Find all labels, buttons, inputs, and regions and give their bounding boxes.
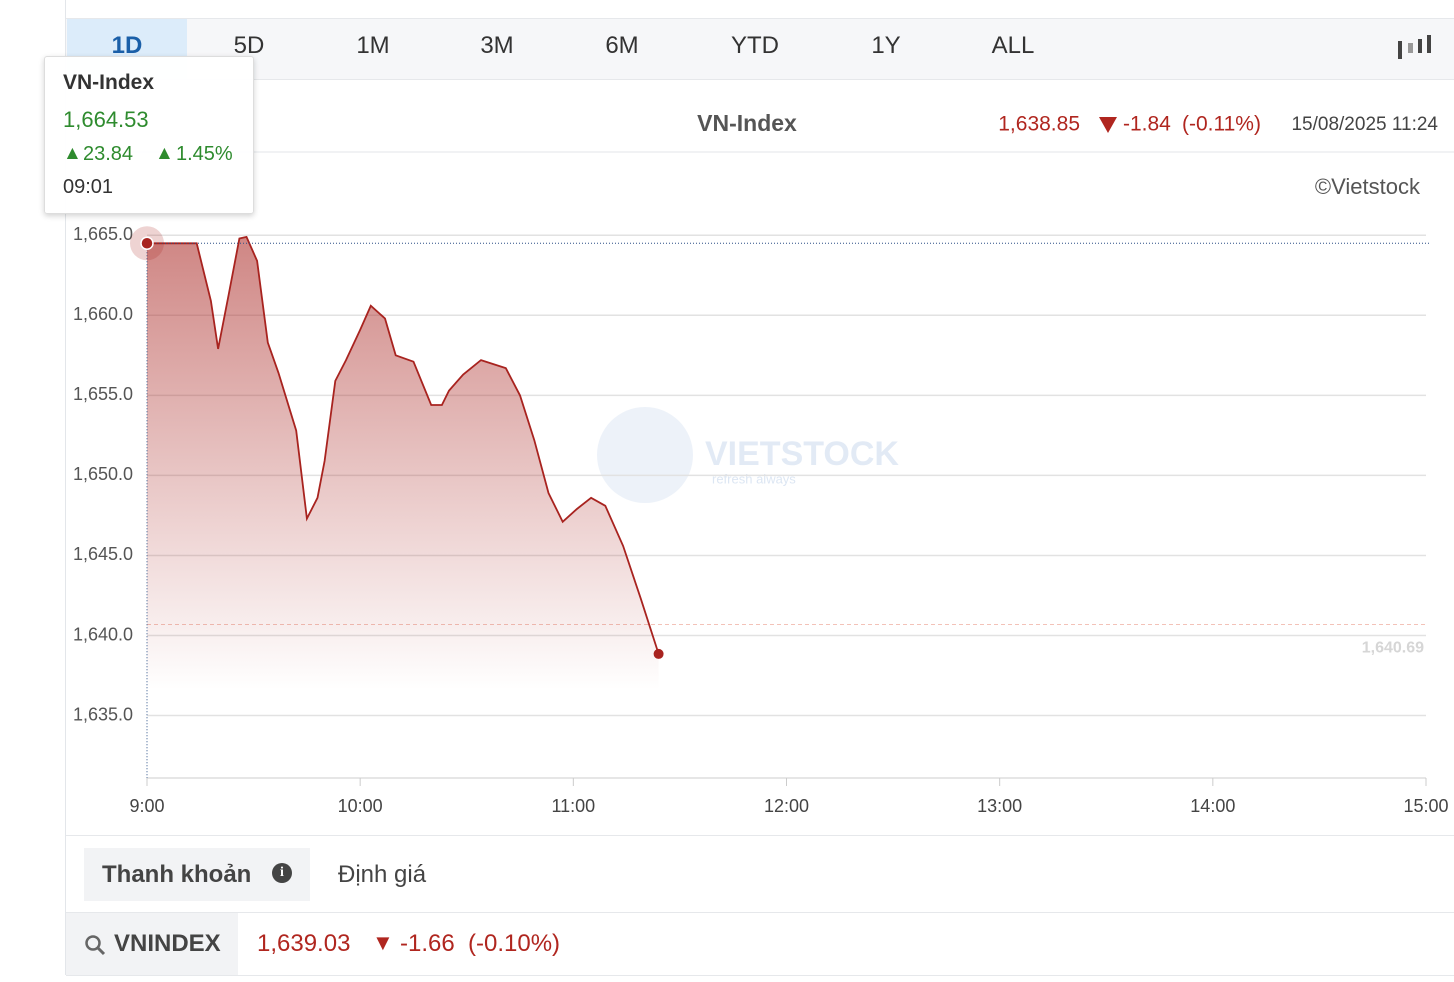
x-tick-label: 15:00: [1403, 796, 1448, 816]
reference-label: 1,640.69: [1362, 640, 1424, 657]
change: -1.84: [1123, 113, 1171, 136]
tooltip-value: 1,664.53: [63, 107, 149, 132]
chart-title: VN-Index: [697, 110, 797, 136]
line: [147, 235, 660, 655]
info-icon[interactable]: i: [272, 863, 292, 883]
x-tick-label: 12:00: [764, 796, 809, 816]
tab-liquidity[interactable]: Thanh khoản i: [84, 848, 310, 901]
y-tick-label: 1,645.0: [73, 544, 133, 564]
y-tick-label: 1,650.0: [73, 464, 133, 484]
y-tick-label: 1,660.0: [73, 304, 133, 324]
chart-type-icon[interactable]: [1394, 33, 1434, 63]
y-tick-label: 1,655.0: [73, 384, 133, 404]
quote-change: -1.66: [400, 930, 455, 957]
chart: VN-Index 1,638.85 -1.84 (-0.11%) 15/08/2…: [66, 110, 1454, 816]
change-percent: (-0.11%): [1182, 113, 1261, 136]
credit: ©Vietstock: [1315, 174, 1421, 199]
quote-change-percent: (-0.10%): [468, 930, 561, 957]
tooltip-percent-arrow: ▲: [155, 143, 174, 164]
quote-bar: VNINDEX 1,639.03 ▼ -1.66 (-0.10%): [66, 912, 1454, 976]
range-tab[interactable]: 3M: [480, 32, 514, 59]
x-tick-label: 14:00: [1190, 796, 1235, 816]
tab-valuation[interactable]: Định giá: [338, 861, 427, 888]
x-tick-label: 13:00: [977, 796, 1022, 816]
y-tick-label: 1,640.0: [73, 624, 133, 644]
range-tab[interactable]: YTD: [731, 32, 779, 59]
symbol: VNINDEX: [114, 930, 221, 957]
watermark-logo: [597, 407, 693, 503]
tooltip-time: 09:01: [63, 176, 114, 198]
range-tab[interactable]: 1M: [356, 32, 390, 59]
x-tick-label: 9:00: [129, 796, 164, 816]
hover-point: [140, 236, 154, 251]
area: [147, 236, 659, 690]
timestamp: 15/08/2025 11:24: [1291, 114, 1438, 135]
watermark: VIETSTOCK: [705, 435, 899, 473]
down-arrow: [1099, 117, 1117, 133]
search-icon: [85, 935, 106, 956]
tab-label: Thanh khoản: [102, 861, 252, 888]
symbol-box[interactable]: VNINDEX: [66, 913, 238, 975]
tooltip-change-arrow: ▲: [63, 143, 82, 164]
bottom-tabs: Thanh khoản i Định giá: [66, 835, 1454, 913]
quote-arrow: ▼: [372, 930, 394, 955]
last-value: 1,638.85: [998, 113, 1080, 136]
tooltip-percent: 1.45%: [176, 143, 233, 165]
range-tab[interactable]: 6M: [605, 32, 639, 59]
y-tick-label: 1,665.0: [73, 224, 133, 244]
y-tick-label: 1,635.0: [73, 704, 133, 724]
x-tick-label: 10:00: [338, 796, 383, 816]
x-tick-label: 11:00: [551, 796, 595, 816]
range-tabs: 1D 5D 1M 3M 6M YTD 1Y ALL: [66, 18, 1454, 80]
end-point: [653, 648, 664, 659]
watermark-tagline: refresh always: [712, 471, 796, 486]
tooltip: VN-Index 1,664.53 ▲ 23.84 ▲ 1.45% 09:01: [44, 56, 254, 214]
tooltip-change: 23.84: [83, 143, 134, 165]
range-tab[interactable]: ALL: [991, 32, 1035, 59]
range-tab[interactable]: 5D: [233, 32, 265, 59]
tooltip-title: VN-Index: [63, 71, 155, 94]
range-tab[interactable]: 1Y: [871, 32, 901, 59]
quote-price: 1,639.03: [257, 930, 351, 957]
widget-panel: [65, 0, 1454, 975]
